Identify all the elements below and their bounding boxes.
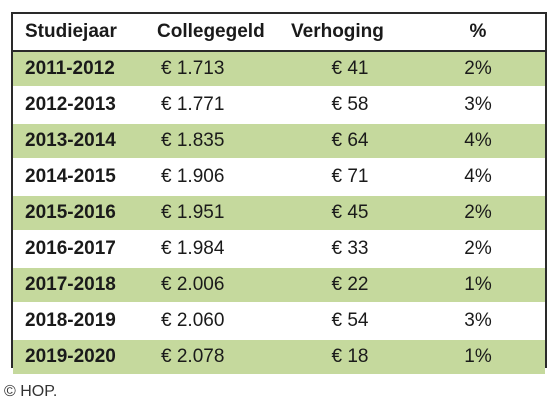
header-year: Studiejaar [13, 14, 149, 52]
tuition-table-grid: Studiejaar Collegegeld Verhoging % 2011-… [13, 14, 545, 376]
cell-increase: € 58 [289, 87, 411, 124]
table-body: 2011-2012 € 1.713 € 41 2% 2012-2013 € 1.… [13, 51, 545, 376]
cell-fee: € 1.771 [149, 87, 289, 124]
cell-fee: € 2.006 [149, 267, 289, 304]
table-row: 2013-2014 € 1.835 € 64 4% [13, 123, 545, 160]
cell-year: 2014-2015 [13, 159, 149, 196]
cell-percent: 1% [411, 339, 545, 376]
header-percent: % [411, 14, 545, 52]
cell-percent: 1% [411, 267, 545, 304]
cell-increase: € 33 [289, 231, 411, 268]
table-row: 2016-2017 € 1.984 € 33 2% [13, 231, 545, 268]
cell-increase: € 18 [289, 339, 411, 376]
cell-increase: € 22 [289, 267, 411, 304]
table-row: 2019-2020 € 2.078 € 18 1% [13, 339, 545, 376]
cell-fee: € 1.951 [149, 195, 289, 232]
header-increase: Verhoging [289, 14, 411, 52]
table-row: 2014-2015 € 1.906 € 71 4% [13, 159, 545, 196]
cell-year: 2019-2020 [13, 339, 149, 376]
cell-percent: 4% [411, 159, 545, 196]
copyright-caption: © HOP. [4, 383, 58, 400]
header-fee: Collegegeld [149, 14, 289, 52]
cell-percent: 2% [411, 195, 545, 232]
cell-fee: € 2.078 [149, 339, 289, 376]
table-row: 2012-2013 € 1.771 € 58 3% [13, 87, 545, 124]
table-row: 2017-2018 € 2.006 € 22 1% [13, 267, 545, 304]
cell-increase: € 64 [289, 123, 411, 160]
cell-fee: € 1.906 [149, 159, 289, 196]
cell-increase: € 71 [289, 159, 411, 196]
cell-percent: 3% [411, 303, 545, 340]
cell-year: 2017-2018 [13, 267, 149, 304]
cell-fee: € 1.713 [149, 51, 289, 88]
table-row: 2015-2016 € 1.951 € 45 2% [13, 195, 545, 232]
cell-year: 2015-2016 [13, 195, 149, 232]
cell-percent: 2% [411, 51, 545, 88]
cell-percent: 4% [411, 123, 545, 160]
table-row: 2011-2012 € 1.713 € 41 2% [13, 51, 545, 88]
cell-increase: € 45 [289, 195, 411, 232]
header-row: Studiejaar Collegegeld Verhoging % [13, 14, 545, 52]
cell-fee: € 1.984 [149, 231, 289, 268]
table-row: 2018-2019 € 2.060 € 54 3% [13, 303, 545, 340]
cell-year: 2012-2013 [13, 87, 149, 124]
cell-percent: 2% [411, 231, 545, 268]
cell-fee: € 2.060 [149, 303, 289, 340]
cell-fee: € 1.835 [149, 123, 289, 160]
cell-percent: 3% [411, 87, 545, 124]
tuition-table: Studiejaar Collegegeld Verhoging % 2011-… [11, 12, 547, 376]
table-header: Studiejaar Collegegeld Verhoging % [13, 14, 545, 52]
cell-increase: € 54 [289, 303, 411, 340]
cell-increase: € 41 [289, 51, 411, 88]
cell-year: 2013-2014 [13, 123, 149, 160]
cell-year: 2018-2019 [13, 303, 149, 340]
cell-year: 2011-2012 [13, 51, 149, 88]
cell-year: 2016-2017 [13, 231, 149, 268]
